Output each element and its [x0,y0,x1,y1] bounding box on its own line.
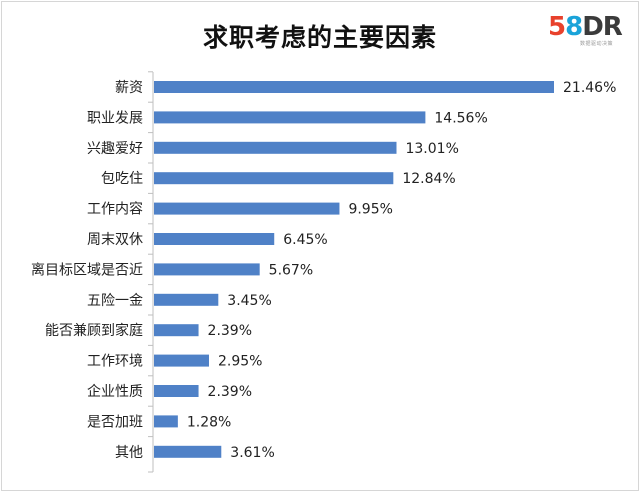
category-label: 职业发展 [87,110,143,126]
value-label: 13.01% [405,141,458,157]
bar [154,293,219,306]
bar [154,111,426,124]
bar [154,202,340,215]
chart-title: 求职考虑的主要因素 [202,23,437,52]
bar [154,263,260,276]
value-label: 9.95% [348,202,392,218]
bar [154,172,394,185]
bar [154,81,554,93]
category-label: 周末双休 [87,232,143,248]
category-label: 是否加班 [87,414,143,430]
category-label: 其他 [115,445,143,461]
category-label: 五险一金 [87,293,143,309]
value-label: 3.45% [227,293,271,309]
logo-tagline: 数据驱动决策 [580,41,614,47]
category-label: 工作环境 [87,354,143,370]
value-label: 21.46% [563,80,616,96]
category-label: 离目标区域是否近 [31,261,143,278]
value-label: 2.95% [218,354,262,370]
value-label: 1.28% [187,414,231,430]
value-label: 14.56% [434,110,487,126]
bar [154,324,199,337]
bar [154,445,222,458]
bar [154,141,397,154]
value-label: 6.45% [283,232,327,248]
bar [154,354,209,367]
bar [154,385,199,397]
logo-digit-5: 5 [548,12,566,42]
value-label: 2.39% [208,384,252,400]
value-label: 2.39% [208,323,252,339]
category-label: 工作内容 [87,201,143,218]
category-label: 能否兼顾到家庭 [45,322,143,339]
value-label: 5.67% [269,262,313,278]
category-label: 包吃住 [101,171,143,187]
category-label: 薪资 [115,80,143,96]
brand-logo: 58DR 数据驱动决策 [548,12,626,52]
logo-digit-8: 8 [565,12,583,42]
value-label: 3.61% [230,445,274,461]
logo-letters-dr: DR [582,12,623,42]
value-label: 12.84% [402,171,455,187]
bar [154,233,275,245]
bar [154,415,178,428]
category-label: 兴趣爱好 [87,141,143,157]
category-label: 企业性质 [87,383,143,400]
logo-mark: 58DR [548,12,626,42]
